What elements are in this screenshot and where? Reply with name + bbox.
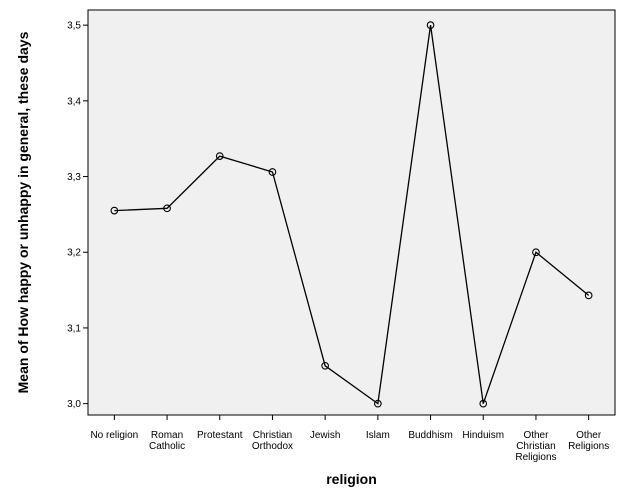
x-tick-label-line: Catholic: [149, 441, 185, 452]
plot-area: [87, 9, 616, 416]
x-tick-label-line: Orthodox: [252, 441, 293, 452]
data-point: [479, 399, 488, 408]
x-tick-label-line: Buddhism: [408, 430, 452, 441]
y-tick-label: 3,4: [67, 96, 81, 107]
y-tick-label: 3,5: [67, 21, 81, 32]
x-tick-label: Other Religions: [568, 430, 609, 452]
x-tick-label: Christian Orthodox: [252, 430, 293, 452]
x-tick-label-line: Islam: [366, 430, 390, 441]
x-tick-label-line: Protestant: [197, 430, 243, 441]
x-tick-label-line: No religion: [90, 430, 138, 441]
x-tick-label: Other Christian Religions: [515, 430, 556, 463]
x-tick-label: Islam: [366, 430, 390, 441]
x-tick-label-line: Religions: [515, 452, 556, 463]
y-axis-title: Mean of How happy or unhappy in general,…: [15, 31, 31, 393]
data-point: [532, 248, 540, 257]
x-tick-label-line: Christian: [253, 430, 292, 441]
x-tick-label-line: Roman: [151, 430, 183, 441]
y-tick-label: 3,2: [67, 248, 81, 259]
y-tick-label: 3,3: [67, 172, 81, 183]
x-tick-label: No religion: [90, 430, 138, 441]
x-tick-label-line: Christian: [516, 441, 555, 452]
x-axis: No religion Roman Catholic Protestant Christ…: [90, 415, 609, 463]
x-tick-label-line: Other: [576, 430, 602, 441]
x-tick-label: Jewish: [310, 430, 341, 441]
x-tick-label: Protestant: [197, 430, 243, 441]
x-tick-label-line: Hinduism: [462, 430, 504, 441]
data-point: [268, 168, 277, 176]
x-tick-label: Buddhism: [408, 430, 452, 441]
x-tick-label-line: Other: [523, 430, 549, 441]
y-axis: 3,0 3,1 3,2 3,3 3,4 3,5: [67, 21, 88, 410]
x-tick-label: Hinduism: [462, 430, 504, 441]
y-tick-label: 3,0: [67, 399, 81, 410]
series-line-group: [110, 21, 593, 408]
data-point: [374, 399, 382, 408]
data-point: [163, 204, 171, 213]
data-point: [584, 291, 593, 300]
data-point: [215, 152, 224, 160]
data-point: [426, 21, 435, 29]
x-tick-label-line: Religions: [568, 441, 609, 452]
data-point: [321, 361, 330, 370]
y-tick-label: 3,1: [67, 323, 81, 334]
x-axis-title: religion: [326, 471, 377, 487]
data-point: [110, 206, 119, 215]
x-tick-label-line: Jewish: [310, 430, 341, 441]
x-tick-label: Roman Catholic: [149, 430, 185, 452]
series-line: [114, 25, 590, 405]
